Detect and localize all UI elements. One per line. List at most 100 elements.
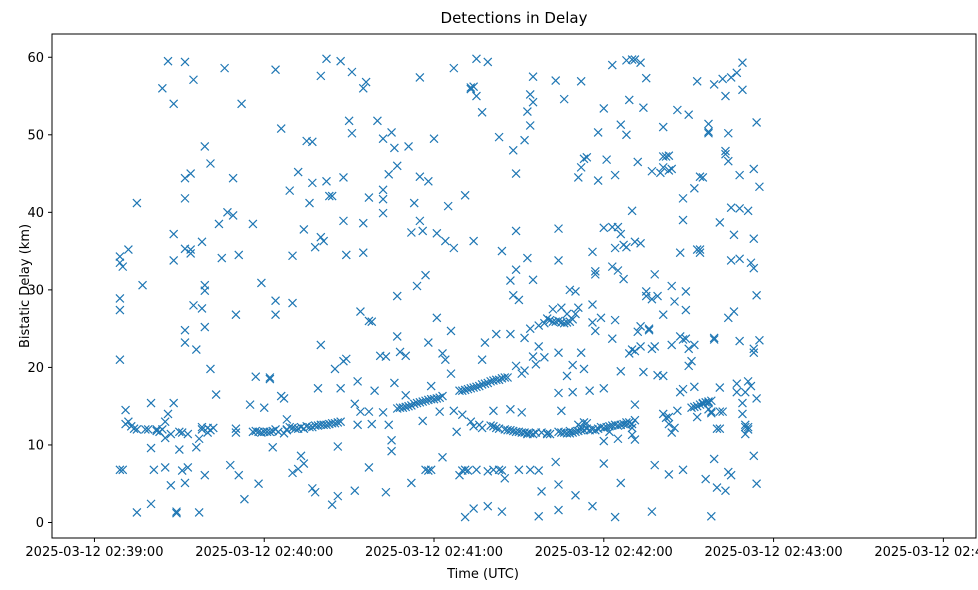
data-point [123,245,133,254]
data-point [415,397,425,407]
data-point [636,238,646,248]
data-point [554,316,563,326]
data-point [661,413,671,423]
data-point [392,291,402,301]
data-point [590,266,600,276]
data-point [556,406,566,416]
data-point [157,425,167,434]
data-point [406,478,416,488]
data-point [735,170,745,180]
data-point [180,338,190,348]
data-point [505,404,515,414]
data-point [508,290,518,300]
data-point [421,270,430,280]
data-point [409,399,419,409]
data-point [658,122,668,132]
data-point [256,278,266,288]
data-point [520,135,529,145]
data-point [409,198,419,208]
data-point [709,333,719,343]
x-tick-label: 2025-03-12 02:39:00 [25,545,163,560]
data-point [200,322,210,332]
data-point [726,72,736,82]
data-point [548,304,558,314]
data-point [364,407,374,417]
data-point [709,79,719,89]
data-point [296,451,306,461]
data-point [347,128,357,138]
data-point [554,505,563,515]
data-point [457,410,467,420]
data-point [234,250,244,260]
data-point [378,407,388,417]
data-point [525,465,535,475]
data-point [732,387,742,397]
data-point [528,72,538,82]
data-point [415,216,425,226]
data-point [695,400,705,410]
data-point [627,423,637,433]
data-point [636,342,646,351]
data-point [616,366,626,376]
data-point [401,402,411,412]
data-point [438,349,447,358]
data-point [157,83,167,93]
data-point [539,318,549,328]
x-tick-label: 2025-03-12 02:44:00 [874,545,978,560]
data-point [554,255,563,265]
data-point [166,429,176,439]
data-point [689,183,699,193]
data-point [627,419,637,429]
data-point [576,425,586,435]
data-point [115,465,125,475]
data-point [457,386,467,396]
x-axis-ticks: 2025-03-12 02:39:00 2025-03-12 02:40:00 20… [25,538,978,560]
data-point [412,398,422,408]
data-point [183,429,193,439]
data-point [613,266,623,275]
data-point [358,83,368,93]
y-tick-label: 60 [27,51,44,66]
data-point [356,307,365,317]
data-point [568,314,578,324]
data-point [723,156,733,166]
data-point [630,400,640,410]
data-point [418,226,428,236]
data-point [554,224,563,234]
data-point [562,318,572,327]
data-point [491,423,501,433]
data-point [353,376,363,386]
data-point [633,327,643,337]
data-point [372,116,382,126]
data-point [545,315,555,325]
data-point [497,507,507,517]
data-point [718,74,728,84]
data-point [647,166,657,176]
data-point [231,428,241,437]
data-point [486,376,496,386]
data-point [511,361,521,371]
data-point [248,219,258,229]
data-point [568,428,578,437]
data-point [273,427,283,437]
data-point [520,366,529,375]
data-point [622,242,631,252]
data-point [310,242,320,252]
data-point [698,173,708,182]
data-point [426,381,436,391]
data-point [554,348,563,358]
data-point [678,465,688,475]
data-point [715,424,725,434]
data-point [307,422,317,432]
data-point [406,400,416,410]
data-point [378,208,388,218]
data-point [514,465,524,475]
data-point [115,252,125,261]
data-point [613,222,623,232]
data-point [551,76,561,85]
data-point [610,512,620,522]
data-point [599,104,609,113]
data-point [322,54,331,64]
x-tick-label: 2025-03-12 02:41:00 [365,545,503,560]
data-point [477,423,487,433]
